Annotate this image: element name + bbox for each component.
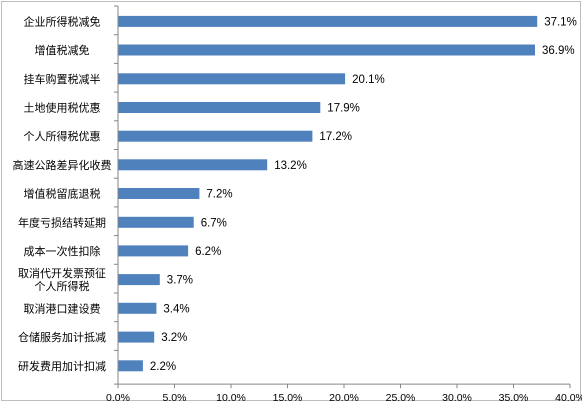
value-labels: 37.1% 36.9% 20.1% 17.9% 17.2% 13.2% 7.2% 6.7% 6.… [150, 16, 577, 372]
category-label: 增值税减免 [35, 43, 90, 57]
category-label: 增值税留底退税 [24, 187, 101, 201]
value-label: 2.2% [150, 361, 176, 373]
category-label: 个人所得税优惠 [24, 129, 101, 143]
bar [118, 102, 321, 113]
bar [118, 274, 160, 286]
bar [118, 73, 346, 85]
value-label: 17.2% [319, 131, 352, 143]
x-tick-label: 40.0% [555, 392, 582, 402]
x-tick-label: 15.0% [273, 392, 303, 402]
category-label: 仓储服务加计抵减 [18, 330, 106, 344]
value-label: 20.1% [352, 74, 385, 86]
bar [118, 302, 157, 314]
category-labels: 企业所得税减免增值税减免挂车购置税减半土地使用税优惠个人所得税优惠高速公路差异化… [13, 14, 112, 372]
bar [118, 331, 155, 343]
x-tick-label: 10.0% [216, 392, 246, 402]
value-label: 3.4% [163, 303, 189, 315]
bar [118, 188, 200, 199]
value-label: 36.9% [542, 45, 575, 57]
category-label: 年度亏损结转延期 [18, 215, 106, 229]
bar [118, 360, 143, 372]
tick-labels: 0.0% 5.0% 10.0% 15.0% 20.0% 25.0% 30.0% 35.0% 40… [106, 392, 582, 402]
x-tick-label: 20.0% [329, 392, 359, 402]
x-tick-label: 25.0% [386, 392, 416, 402]
value-label: 3.2% [161, 332, 187, 344]
category-label: 取消代开发票预征个人所得税 [18, 266, 106, 293]
x-tick-label: 30.0% [442, 392, 472, 402]
value-label: 3.7% [167, 275, 193, 287]
bar [118, 159, 268, 171]
category-label: 企业所得税减免 [24, 14, 101, 28]
category-label: 挂车购置税减半 [24, 72, 101, 86]
category-label: 成本一次性扣除 [24, 244, 101, 258]
value-label: 6.7% [201, 217, 227, 229]
bar [118, 15, 538, 27]
value-label: 6.2% [195, 246, 221, 258]
bars-group [118, 15, 538, 372]
value-label: 7.2% [206, 189, 232, 201]
value-label: 17.9% [327, 103, 360, 115]
value-label: 13.2% [274, 160, 307, 172]
category-label: 取消港口建设费 [24, 301, 101, 315]
category-label: 土地使用税优惠 [24, 101, 101, 115]
category-label: 高速公路差异化收费 [13, 158, 112, 172]
bar [118, 130, 313, 142]
bar [118, 245, 189, 257]
bar [118, 216, 194, 228]
category-label: 研发费用加计扣减 [18, 359, 106, 373]
axes-group [114, 5, 571, 389]
bar [118, 44, 535, 56]
x-tick-label: 0.0% [106, 392, 130, 402]
x-tick-label: 35.0% [499, 392, 529, 402]
x-tick-label: 5.0% [163, 392, 187, 402]
value-label: 37.1% [544, 16, 577, 28]
